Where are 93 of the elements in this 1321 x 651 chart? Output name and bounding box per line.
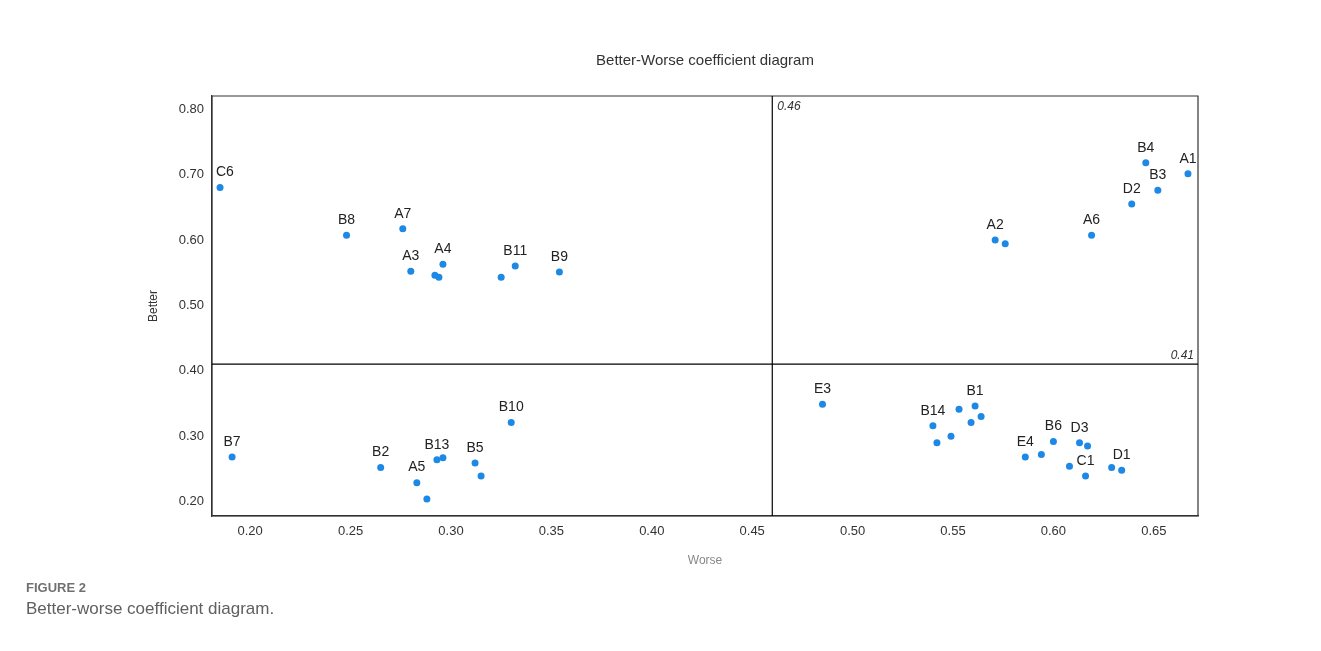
point: [343, 231, 351, 239]
annotation: A1: [1179, 149, 1197, 166]
point: [407, 267, 415, 275]
chart-title: Better-Worse coefficient diagram: [596, 51, 814, 69]
point: [477, 472, 485, 480]
annotation: D3: [1070, 418, 1089, 435]
point: [1082, 472, 1090, 480]
y-tick-label: 0.20: [178, 493, 204, 509]
point: [1065, 462, 1073, 470]
x-tick-label: 0.45: [739, 523, 765, 539]
annotation: B1: [966, 381, 984, 398]
point: [399, 225, 407, 233]
point: [507, 418, 515, 426]
point: [1088, 231, 1096, 239]
annotation: A7: [394, 204, 412, 221]
point: [1108, 464, 1116, 472]
point: [947, 432, 955, 440]
point: [1076, 439, 1084, 447]
annotation: B11: [503, 241, 528, 258]
annotation: A3: [402, 247, 420, 264]
point: [511, 262, 519, 270]
annotation: E4: [1016, 432, 1035, 449]
x-tick-label: 0.25: [337, 523, 364, 539]
y-tick-label: 0.60: [178, 231, 204, 247]
point: [216, 184, 224, 192]
point: [967, 418, 975, 426]
x-tick-label: 0.50: [839, 523, 866, 539]
text: Better-worse coefficient diagram.: [26, 599, 276, 619]
point: [377, 464, 385, 472]
x-tick-label: 0.55: [940, 523, 966, 539]
point: [1001, 240, 1009, 248]
x-tick-label: 0.65: [1141, 523, 1167, 539]
point: [955, 405, 963, 413]
annotation: D1: [1112, 446, 1131, 463]
annotation: C1: [1076, 451, 1095, 468]
point: [1154, 186, 1162, 194]
annotation: B5: [466, 438, 484, 455]
point: [991, 236, 999, 244]
y-axis-title: Better: [145, 289, 160, 323]
point: [413, 479, 421, 487]
y-tick-label: 0.80: [178, 100, 204, 116]
point: [497, 273, 505, 281]
ref-line-label: 0.41: [1170, 347, 1194, 362]
annotation: A2: [986, 215, 1004, 232]
annotation: B13: [424, 435, 450, 452]
point: [433, 456, 441, 464]
x-tick-label: 0.40: [639, 523, 665, 539]
point: [1118, 466, 1126, 474]
x-tick-label: 0.60: [1040, 523, 1067, 539]
y-tick-label: 0.50: [178, 296, 204, 312]
y-tick-label: 0.30: [178, 427, 204, 443]
ref-line-label: 0.46: [777, 99, 801, 114]
point: [471, 459, 479, 467]
point: [929, 422, 937, 430]
annotation: A5: [408, 458, 426, 475]
x-axis-title: Worse: [687, 553, 723, 568]
point: [228, 453, 236, 461]
point: [977, 413, 985, 421]
caption: FIGURE 2: [26, 580, 87, 595]
point: [439, 454, 447, 462]
annotation: B7: [223, 432, 241, 449]
x-tick-label: 0.30: [438, 523, 464, 539]
annotation: B10: [498, 398, 524, 415]
annotation: B4: [1137, 138, 1155, 155]
x-tick-label: 0.35: [538, 523, 565, 539]
y-tick-label: 0.40: [178, 362, 204, 378]
y-tick-label: 0.70: [178, 166, 204, 182]
point: [439, 260, 447, 268]
point: [971, 402, 979, 410]
annotation: A6: [1083, 211, 1101, 228]
annotation: B8: [337, 211, 356, 228]
annotation: B9: [550, 247, 569, 264]
point: [1142, 159, 1150, 167]
annotation: B6: [1044, 417, 1063, 434]
annotation: C6: [216, 163, 235, 180]
x-tick-label: 0.20: [237, 523, 263, 539]
annotation: E3: [813, 379, 832, 396]
point: [1128, 200, 1136, 208]
point: [1184, 170, 1192, 178]
point: [818, 400, 826, 408]
point: [1084, 442, 1092, 450]
annotation: B3: [1149, 166, 1167, 183]
point: [435, 273, 443, 281]
point: [933, 439, 941, 447]
annotation: A4: [434, 239, 452, 256]
point: [423, 495, 431, 503]
point: [555, 268, 563, 276]
annotation: B14: [920, 401, 946, 418]
point: [1037, 451, 1045, 459]
annotation: D2: [1122, 179, 1141, 196]
point: [1021, 453, 1029, 461]
annotation: B2: [372, 443, 390, 460]
point: [1049, 437, 1057, 445]
